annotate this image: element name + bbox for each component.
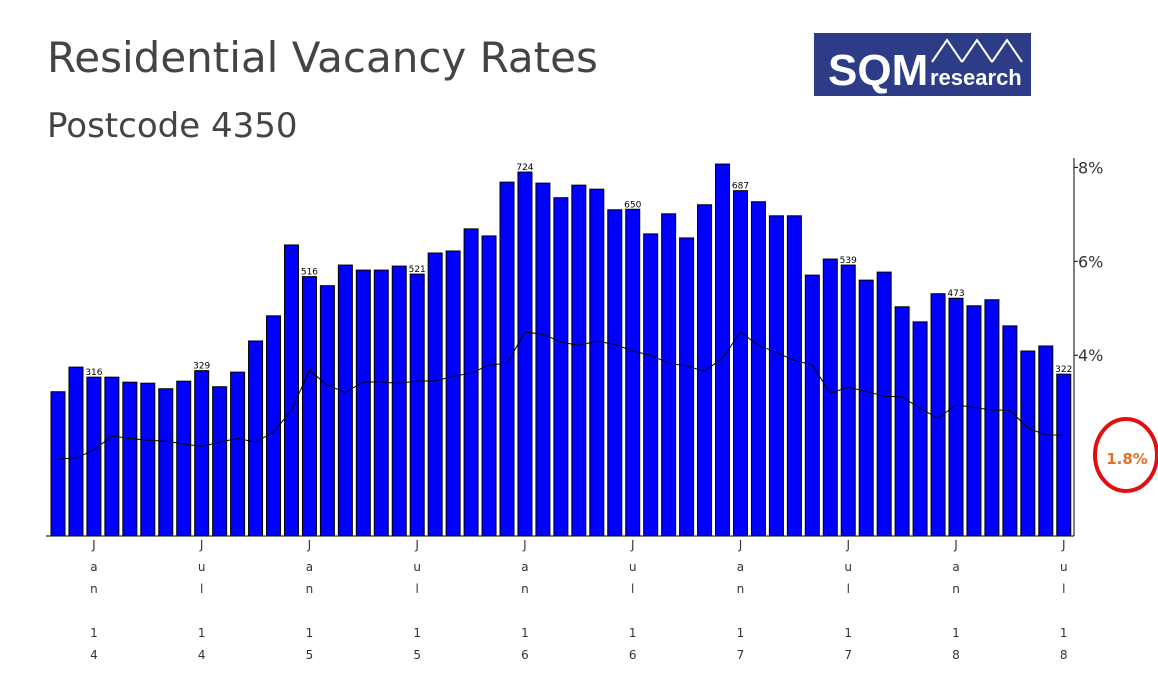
bar bbox=[966, 305, 982, 537]
data-label: 316 bbox=[85, 368, 102, 378]
bar bbox=[355, 269, 371, 537]
bar bbox=[499, 181, 515, 537]
bar bbox=[409, 273, 425, 537]
logo-background bbox=[814, 33, 1031, 96]
bar bbox=[122, 381, 138, 537]
data-label: 539 bbox=[840, 256, 857, 266]
data-label: 473 bbox=[947, 289, 964, 299]
bar bbox=[158, 388, 174, 537]
bar bbox=[553, 197, 569, 537]
x-tick-label: Jan 18 bbox=[949, 538, 963, 670]
y2-tick-label: 8% bbox=[1078, 158, 1103, 177]
bar bbox=[804, 274, 820, 537]
bar bbox=[840, 264, 856, 537]
bar bbox=[463, 228, 479, 537]
chart-title: Residential Vacancy Rates bbox=[47, 33, 598, 82]
bar bbox=[176, 380, 192, 537]
bar bbox=[858, 279, 874, 537]
bar bbox=[822, 258, 838, 537]
bar bbox=[643, 233, 659, 537]
logo-text: SQM bbox=[828, 46, 928, 95]
bar bbox=[373, 269, 389, 537]
x-tick-label: Jul 18 bbox=[1056, 538, 1071, 670]
bar bbox=[607, 209, 623, 537]
bar bbox=[248, 340, 264, 537]
logo-subtext: research bbox=[930, 65, 1022, 90]
bar bbox=[445, 250, 461, 537]
x-tick-label: Jul 16 bbox=[625, 538, 640, 670]
bar bbox=[50, 391, 66, 537]
bar bbox=[68, 366, 84, 537]
x-tick-label: Jul 14 bbox=[194, 538, 209, 670]
bar bbox=[715, 163, 731, 537]
bar bbox=[427, 252, 443, 537]
data-label: 516 bbox=[301, 268, 318, 278]
bar bbox=[194, 370, 210, 537]
bar bbox=[1002, 325, 1018, 537]
bar bbox=[768, 215, 784, 537]
data-label: 329 bbox=[193, 362, 210, 372]
bar bbox=[140, 382, 156, 537]
logo: SQM research bbox=[814, 33, 1031, 96]
highlight-circle bbox=[1093, 417, 1158, 493]
bar bbox=[732, 190, 748, 537]
x-tick-label: Jul 17 bbox=[841, 538, 856, 670]
bar bbox=[481, 235, 497, 537]
data-label: 724 bbox=[516, 163, 533, 173]
bar bbox=[661, 213, 677, 537]
bar bbox=[1038, 345, 1054, 537]
bar bbox=[283, 244, 299, 537]
bar bbox=[391, 265, 407, 537]
x-tick-label: Jan 14 bbox=[86, 538, 101, 670]
y2-tick-label: 4% bbox=[1078, 346, 1103, 365]
line bbox=[57, 331, 1064, 460]
x-tick-label: Jul 15 bbox=[410, 538, 425, 670]
bar bbox=[625, 208, 641, 537]
x-tick-label: Jan 15 bbox=[302, 538, 317, 670]
bar bbox=[571, 184, 587, 537]
annotation: 1.8% bbox=[1106, 450, 1148, 468]
bar bbox=[894, 306, 910, 537]
bar bbox=[697, 204, 713, 537]
x-tick-label: Jan 17 bbox=[733, 538, 748, 670]
bar bbox=[337, 264, 353, 537]
bar bbox=[984, 299, 1000, 537]
x-tick-label: Jan 16 bbox=[517, 538, 532, 670]
bar bbox=[786, 215, 802, 537]
bar bbox=[1056, 373, 1072, 537]
bar bbox=[912, 321, 928, 537]
chart-subtitle: Postcode 4350 bbox=[47, 106, 297, 146]
bar bbox=[230, 371, 246, 537]
bar bbox=[212, 386, 228, 537]
data-label: 687 bbox=[732, 182, 749, 192]
bar bbox=[1020, 350, 1036, 537]
data-label: 521 bbox=[409, 265, 426, 275]
bar bbox=[679, 237, 695, 537]
logo-peaks bbox=[931, 38, 1023, 63]
bar bbox=[319, 285, 335, 537]
bar bbox=[750, 201, 766, 537]
bar bbox=[535, 182, 551, 537]
bar bbox=[589, 188, 605, 537]
bar bbox=[876, 271, 892, 537]
y2-tick-label: 6% bbox=[1078, 252, 1103, 271]
bar bbox=[104, 376, 120, 537]
bar bbox=[948, 297, 964, 537]
bar bbox=[86, 376, 102, 537]
data-label: 650 bbox=[624, 200, 641, 210]
bar bbox=[301, 276, 317, 537]
bar bbox=[517, 171, 533, 537]
data-label: 322 bbox=[1055, 365, 1072, 375]
